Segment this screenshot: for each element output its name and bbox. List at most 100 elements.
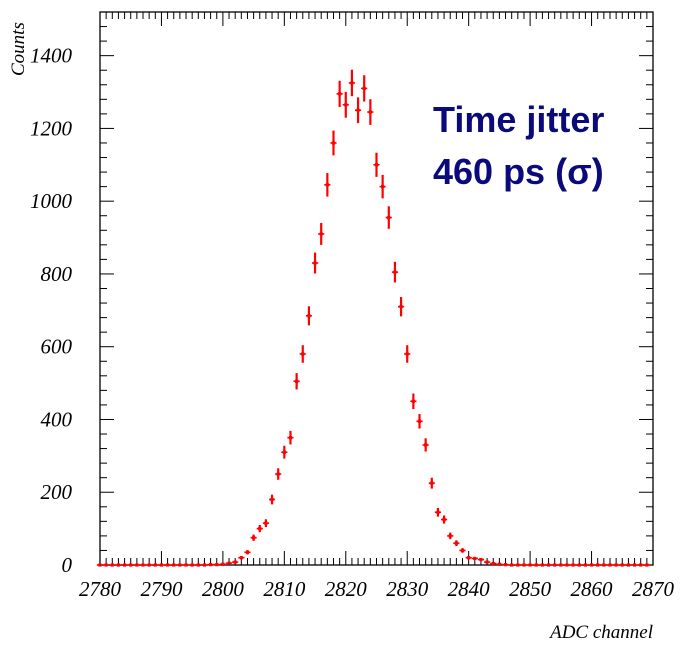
data-point [176,563,183,567]
data-point [551,563,558,567]
data-point [287,430,294,445]
marker [110,563,114,567]
marker [276,472,280,476]
data-point [133,563,140,567]
x-tick-label: 2870 [632,577,675,601]
marker [215,563,219,567]
x-axis-title: ADC channel [548,622,653,643]
annotation-line-1: Time jitter [433,99,604,140]
data-point [404,345,411,363]
data-point [496,562,503,566]
marker [104,563,108,567]
data-point [508,563,515,567]
marker [196,563,200,567]
data-point [225,561,233,565]
data-point [262,519,269,528]
marker [577,563,581,567]
marker [368,110,372,114]
marker [184,563,188,567]
marker [264,521,268,525]
data-point [520,563,528,567]
marker [135,563,139,567]
plot-frame [99,11,654,566]
data-point [453,540,460,546]
data-point [570,563,577,567]
marker [546,563,551,567]
data-point [311,252,319,274]
y-tick-label: 1200 [30,116,73,140]
marker [288,436,293,440]
marker [147,563,151,567]
annotation-line-2: 460 ps (σ) [433,151,604,192]
marker [485,560,489,564]
data-point [385,206,392,229]
data-point [318,222,325,245]
marker [460,548,465,553]
marker [374,163,379,167]
data-point [232,560,239,564]
y-tick-label: 600 [41,335,73,359]
data-point [109,563,116,567]
marker [393,270,397,274]
data-point [379,174,386,199]
axis-ticks [99,11,654,566]
marker [344,103,348,107]
data-point [324,173,331,197]
x-tick-label: 2800 [202,577,245,601]
marker [202,563,207,567]
marker [491,561,495,566]
marker [153,563,157,567]
data-point [219,562,226,566]
data-point [422,438,429,452]
marker [596,563,600,567]
marker [620,563,624,567]
marker [295,379,299,383]
marker [122,563,127,567]
data-point [330,130,337,156]
marker [583,563,588,567]
data-point [213,563,220,567]
marker [430,481,434,485]
marker [411,399,415,403]
data-point [619,563,626,567]
marker [178,563,182,567]
y-tick-label: 800 [41,262,73,286]
data-point [182,563,190,567]
data-point [416,414,423,429]
data-point [139,563,147,567]
marker [436,510,440,514]
marker [190,563,194,567]
data-point [336,80,343,107]
y-tick-label: 400 [41,407,73,431]
marker [516,563,520,567]
data-point [625,563,632,567]
data-point [533,563,540,567]
marker [270,497,274,502]
data-point [539,563,546,567]
data-point [348,69,355,97]
data-point [447,532,454,540]
marker [602,563,606,567]
tick-labels: 2780 2790 2800 2810 2820 2830 2840 2850 2860 2870… [30,44,675,601]
marker [522,563,526,567]
data-point [164,563,171,567]
data-point [250,534,257,541]
marker [350,81,354,85]
marker [307,314,311,318]
data-point [121,563,128,567]
marker [331,141,336,145]
data-point [471,556,478,561]
marker [356,108,360,112]
marker [381,185,385,189]
marker [626,563,631,567]
data-point [465,556,472,560]
data-point [201,563,208,567]
data-point [152,563,159,567]
data-point [373,152,380,177]
marker [282,450,286,454]
marker [227,561,231,565]
data-point [631,563,638,567]
marker [424,443,428,447]
data-point [342,91,349,118]
